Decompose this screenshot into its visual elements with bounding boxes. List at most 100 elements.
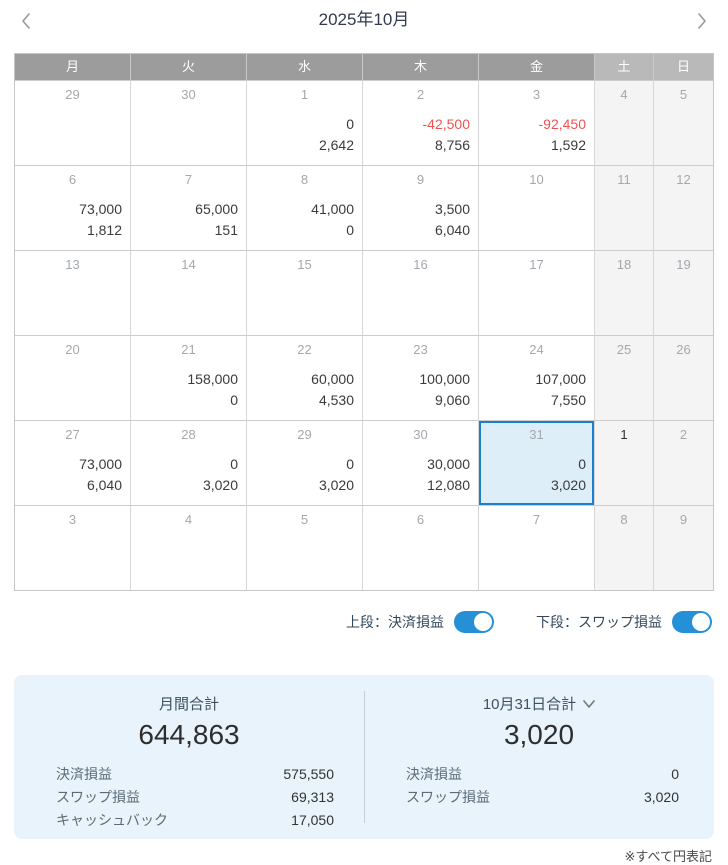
- day-number: 5: [679, 87, 688, 102]
- day-number: 5: [300, 512, 309, 527]
- day-number: 3: [532, 87, 541, 102]
- cell-values: [15, 326, 130, 335]
- calendar-cell[interactable]: 24 107,000 7,550: [479, 335, 595, 420]
- calendar-cell[interactable]: 16: [363, 250, 479, 335]
- row-value: 17,050: [291, 812, 334, 828]
- calendar-cell[interactable]: 31 0 3,020: [479, 420, 595, 505]
- cell-values: 0 3,020: [247, 454, 362, 505]
- calendar-cell[interactable]: 18: [595, 250, 654, 335]
- calendar-cell[interactable]: 9 3,500 6,040: [363, 165, 479, 250]
- prev-month-button[interactable]: [12, 8, 40, 34]
- cell-values: [131, 581, 246, 590]
- calendar-cell[interactable]: 5: [247, 505, 363, 590]
- calendar-cell[interactable]: 30: [131, 80, 247, 165]
- calendar-cell[interactable]: 19: [654, 250, 713, 335]
- calendar-cell[interactable]: 14: [131, 250, 247, 335]
- summary-row: キャッシュバック 17,050: [14, 809, 364, 832]
- summary-row: スワップ損益 3,020: [364, 786, 714, 809]
- cell-values: -92,450 1,592: [479, 114, 594, 165]
- calendar: 月火水木金土日 29 30 1 0 2,642 2 -42,500 8,756 3 -92,450…: [14, 53, 714, 591]
- swap-pl-value: 0: [230, 392, 238, 408]
- monthly-rows: 決済損益 575,550 スワップ損益 69,313 キャッシュバック 17,0…: [14, 763, 364, 832]
- calendar-cell[interactable]: 15: [247, 250, 363, 335]
- summary-panel: 月間合計 644,863 決済損益 575,550 スワップ損益 69,313 …: [14, 675, 714, 839]
- day-number: 4: [184, 512, 193, 527]
- cell-values: [654, 241, 713, 250]
- calendar-cell[interactable]: 2 -42,500 8,756: [363, 80, 479, 165]
- summary-row: 決済損益 0: [364, 763, 714, 786]
- calendar-cell[interactable]: 26: [654, 335, 713, 420]
- calendar-cell[interactable]: 12: [654, 165, 713, 250]
- calendar-cell[interactable]: 4: [595, 80, 654, 165]
- calendar-cell[interactable]: 9: [654, 505, 713, 590]
- calendar-cell[interactable]: 25: [595, 335, 654, 420]
- calendar-cell[interactable]: 6 73,000 1,812: [15, 165, 131, 250]
- calendar-cell[interactable]: 23 100,000 9,060: [363, 335, 479, 420]
- calendar-cell[interactable]: 20: [15, 335, 131, 420]
- calendar-cell[interactable]: 21 158,000 0: [131, 335, 247, 420]
- cell-values: [131, 156, 246, 165]
- weekday-header: 金: [479, 54, 595, 80]
- calendar-cell[interactable]: 3 -92,450 1,592: [479, 80, 595, 165]
- calendar-cell[interactable]: 7: [479, 505, 595, 590]
- day-number: 26: [676, 342, 691, 357]
- monthly-summary-title: 月間合計: [158, 696, 219, 713]
- calendar-cell[interactable]: 29: [15, 80, 131, 165]
- cell-values: 65,000 151: [131, 199, 246, 250]
- swap-pl-toggle[interactable]: [672, 611, 712, 633]
- cell-values: [654, 581, 713, 590]
- day-number: 6: [68, 172, 77, 187]
- calendar-cell[interactable]: 5: [654, 80, 713, 165]
- day-number: 23: [413, 342, 428, 357]
- swap-pl-value: 9,060: [434, 392, 470, 408]
- cell-values: [595, 241, 653, 250]
- day-number: 16: [413, 257, 428, 272]
- calendar-cell[interactable]: 1 0 2,642: [247, 80, 363, 165]
- settlement-pl-value: 100,000: [419, 371, 470, 387]
- calendar-cell[interactable]: 3: [15, 505, 131, 590]
- day-number: 2: [416, 87, 425, 102]
- row-label: スワップ損益: [56, 789, 140, 805]
- calendar-cell[interactable]: 8: [595, 505, 654, 590]
- daily-summary-dropdown[interactable]: 10月31日合計: [364, 693, 714, 714]
- cell-values: [15, 411, 130, 420]
- calendar-cell[interactable]: 7 65,000 151: [131, 165, 247, 250]
- calendar-cell[interactable]: 17: [479, 250, 595, 335]
- calendar-cell[interactable]: 4: [131, 505, 247, 590]
- day-number: 11: [617, 172, 631, 187]
- day-number: 25: [616, 342, 632, 357]
- calendar-cell[interactable]: 28 0 3,020: [131, 420, 247, 505]
- cell-values: 0 3,020: [131, 454, 246, 505]
- calendar-cell[interactable]: 13: [15, 250, 131, 335]
- swap-pl-value: 7,550: [550, 392, 586, 408]
- settlement-pl-value: 0: [346, 116, 354, 132]
- calendar-cell[interactable]: 30 30,000 12,080: [363, 420, 479, 505]
- cell-values: [595, 581, 653, 590]
- calendar-cell[interactable]: 29 0 3,020: [247, 420, 363, 505]
- day-number: 28: [181, 427, 196, 442]
- calendar-cell[interactable]: 22 60,000 4,530: [247, 335, 363, 420]
- calendar-cell[interactable]: 1: [595, 420, 654, 505]
- calendar-cell[interactable]: 2: [654, 420, 713, 505]
- cell-values: 60,000 4,530: [247, 369, 362, 420]
- calendar-cell[interactable]: 27 73,000 6,040: [15, 420, 131, 505]
- settlement-pl-value: 60,000: [311, 371, 354, 387]
- calendar-cell[interactable]: 6: [363, 505, 479, 590]
- monthly-total: 644,863: [138, 719, 240, 750]
- calendar-cell[interactable]: 11: [595, 165, 654, 250]
- daily-summary-title: 10月31日合計: [482, 696, 577, 713]
- swap-pl-value: 4,530: [318, 392, 354, 408]
- day-number: 29: [297, 427, 312, 442]
- row-value: 3,020: [643, 789, 679, 805]
- cell-values: 3,500 6,040: [363, 199, 478, 250]
- calendar-cell[interactable]: 10: [479, 165, 595, 250]
- cell-values: [363, 326, 478, 335]
- day-number: 9: [416, 172, 425, 187]
- row-label: 決済損益: [56, 766, 112, 782]
- calendar-cell[interactable]: 8 41,000 0: [247, 165, 363, 250]
- day-number: 1: [620, 427, 628, 442]
- calendar-header: 2025年10月: [0, 0, 728, 40]
- next-month-button[interactable]: [688, 8, 716, 34]
- day-number: 18: [616, 257, 632, 272]
- settlement-pl-toggle[interactable]: [454, 611, 494, 633]
